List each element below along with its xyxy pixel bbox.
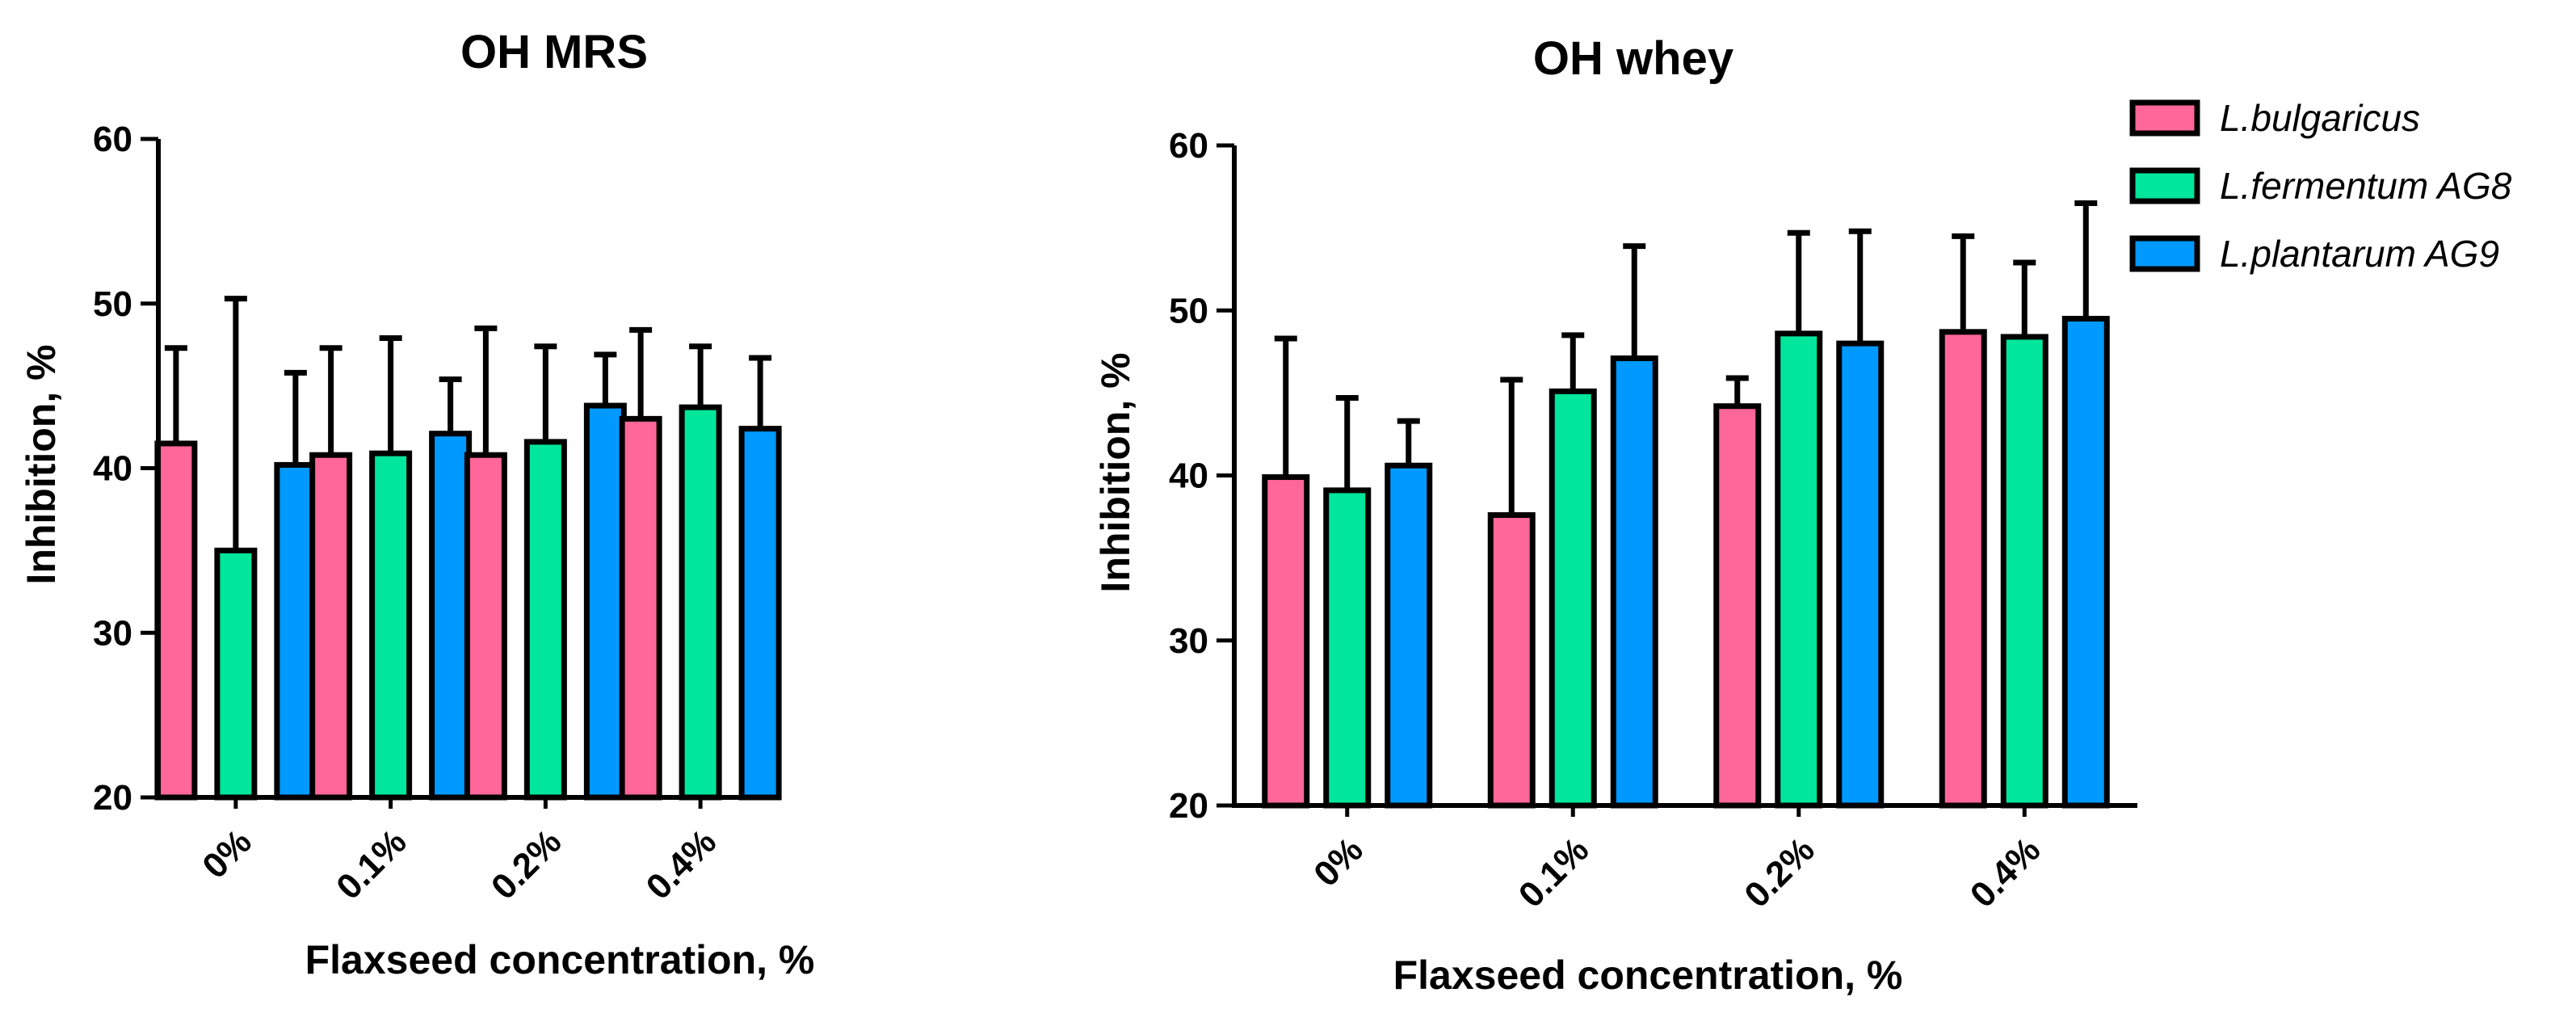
bar — [738, 426, 782, 801]
y-tick-label: 50 — [1169, 291, 1208, 330]
x-tick-label: 0.2% — [1737, 830, 1822, 915]
bar — [1549, 388, 1597, 809]
chart-title: OH MRS — [460, 26, 648, 78]
x-tick-label: 0.1% — [329, 822, 414, 907]
x-tick-label: 0.2% — [484, 822, 569, 907]
x-tick-label: 0.1% — [1511, 830, 1597, 915]
plot-area: 0% 0.1% 0.2% 0.4% 20 30 40 50 60 — [1169, 126, 2137, 915]
x-axis-label: Flaxseed concentration, % — [305, 937, 815, 982]
bar — [1487, 512, 1536, 809]
y-axis-label: Inhibition, % — [19, 344, 64, 584]
legend-swatch-bulgaricus — [2129, 99, 2200, 137]
bar — [619, 415, 662, 801]
bar — [1610, 355, 1658, 809]
bar — [1713, 403, 1762, 809]
bar — [369, 450, 413, 801]
bar — [1775, 330, 1823, 809]
bar — [1385, 462, 1433, 809]
bar — [154, 440, 198, 801]
legend-swatch-plantarum — [2129, 235, 2200, 272]
y-tick-label: 40 — [93, 449, 132, 489]
x-tick-label: 0.4% — [1963, 830, 2049, 915]
bar — [1262, 474, 1310, 809]
y-tick-label: 20 — [93, 778, 132, 818]
bar — [464, 452, 507, 801]
chart-oh-whey: OH whey Inhibition, % Flaxseed concentra… — [1093, 32, 2137, 998]
y-tick-label: 50 — [93, 284, 132, 324]
legend-label-plantarum: L.plantarum AG9 — [2220, 233, 2499, 275]
bar — [679, 404, 722, 801]
bar — [274, 461, 317, 801]
chart-title: OH whey — [1533, 32, 1733, 85]
x-tick-label: 0.4% — [639, 822, 725, 907]
y-tick-label: 30 — [93, 613, 132, 653]
bar — [214, 547, 258, 801]
y-tick-label: 30 — [1169, 621, 1208, 661]
y-tick-label: 40 — [1169, 456, 1208, 496]
bar — [309, 452, 353, 801]
legend-label-fermentum: L.fermentum AG8 — [2220, 165, 2512, 207]
bar — [1939, 329, 1987, 809]
x-axis-label: Flaxseed concentration, % — [1393, 953, 1903, 998]
bar — [583, 402, 627, 801]
y-tick-label: 20 — [1169, 786, 1208, 826]
x-tick-label: 0% — [195, 822, 259, 886]
x-tick-label: 0% — [1306, 830, 1371, 894]
y-axis-label: Inhibition, % — [1093, 352, 1138, 592]
bar — [2061, 315, 2110, 809]
plot-area: 0% 0.1% 0.2% 0.4% 20 30 40 50 60 — [93, 120, 782, 907]
legend-label-bulgaricus: L.bulgaricus — [2220, 97, 2420, 139]
legend: L.bulgaricus L.fermentum AG8 L.plantarum… — [2129, 97, 2512, 275]
bar — [2000, 334, 2049, 809]
bar — [1836, 340, 1885, 809]
bar — [523, 439, 567, 801]
y-tick-label: 60 — [1169, 126, 1208, 166]
bar — [1323, 487, 1372, 809]
legend-swatch-fermentum — [2129, 167, 2200, 204]
y-tick-label: 60 — [93, 120, 132, 159]
bar — [429, 431, 473, 801]
chart-oh-mrs: OH MRS Inhibition, % Flaxseed concentrat… — [19, 26, 814, 982]
